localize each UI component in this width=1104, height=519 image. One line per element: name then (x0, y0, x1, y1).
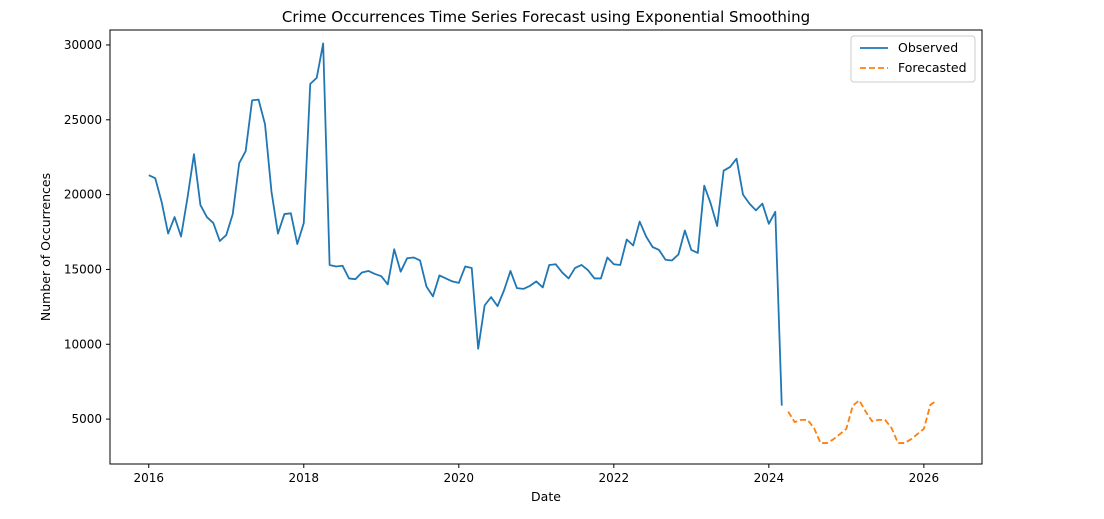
data-points (148, 43, 937, 444)
y-tick-label: 5000 (71, 412, 102, 426)
y-tick-label: 10000 (64, 337, 102, 351)
legend-label-forecasted: Forecasted (898, 60, 967, 75)
x-tick-label: 2018 (289, 471, 320, 485)
x-axis-title: Date (531, 489, 561, 504)
legend-label-observed: Observed (898, 40, 958, 55)
x-tick-label: 2024 (754, 471, 785, 485)
plot-area: 2016 2018 2020 2022 2024 2026 5000 10000 15000 2… (64, 29, 983, 485)
y-tick-label: 30000 (64, 38, 102, 52)
series-line-observed (148, 42, 783, 406)
x-axis: 2016 2018 2020 2022 2024 2026 (133, 464, 939, 485)
series-line-forecasted (787, 399, 938, 444)
plot-frame (109, 29, 983, 465)
legend: Observed Forecasted (850, 35, 976, 83)
y-axis: 5000 10000 15000 20000 25000 30000 (64, 38, 110, 426)
y-tick-label: 15000 (64, 262, 102, 276)
y-axis-title: Number of Occurrences (38, 173, 53, 321)
y-tick-label: 20000 (64, 188, 102, 202)
x-tick-label: 2016 (133, 471, 164, 485)
x-tick-label: 2022 (599, 471, 630, 485)
x-tick-label: 2020 (444, 471, 475, 485)
y-tick-label: 25000 (64, 113, 102, 127)
chart-title: Crime Occurrences Time Series Forecast u… (282, 8, 810, 26)
x-tick-label: 2026 (909, 471, 940, 485)
